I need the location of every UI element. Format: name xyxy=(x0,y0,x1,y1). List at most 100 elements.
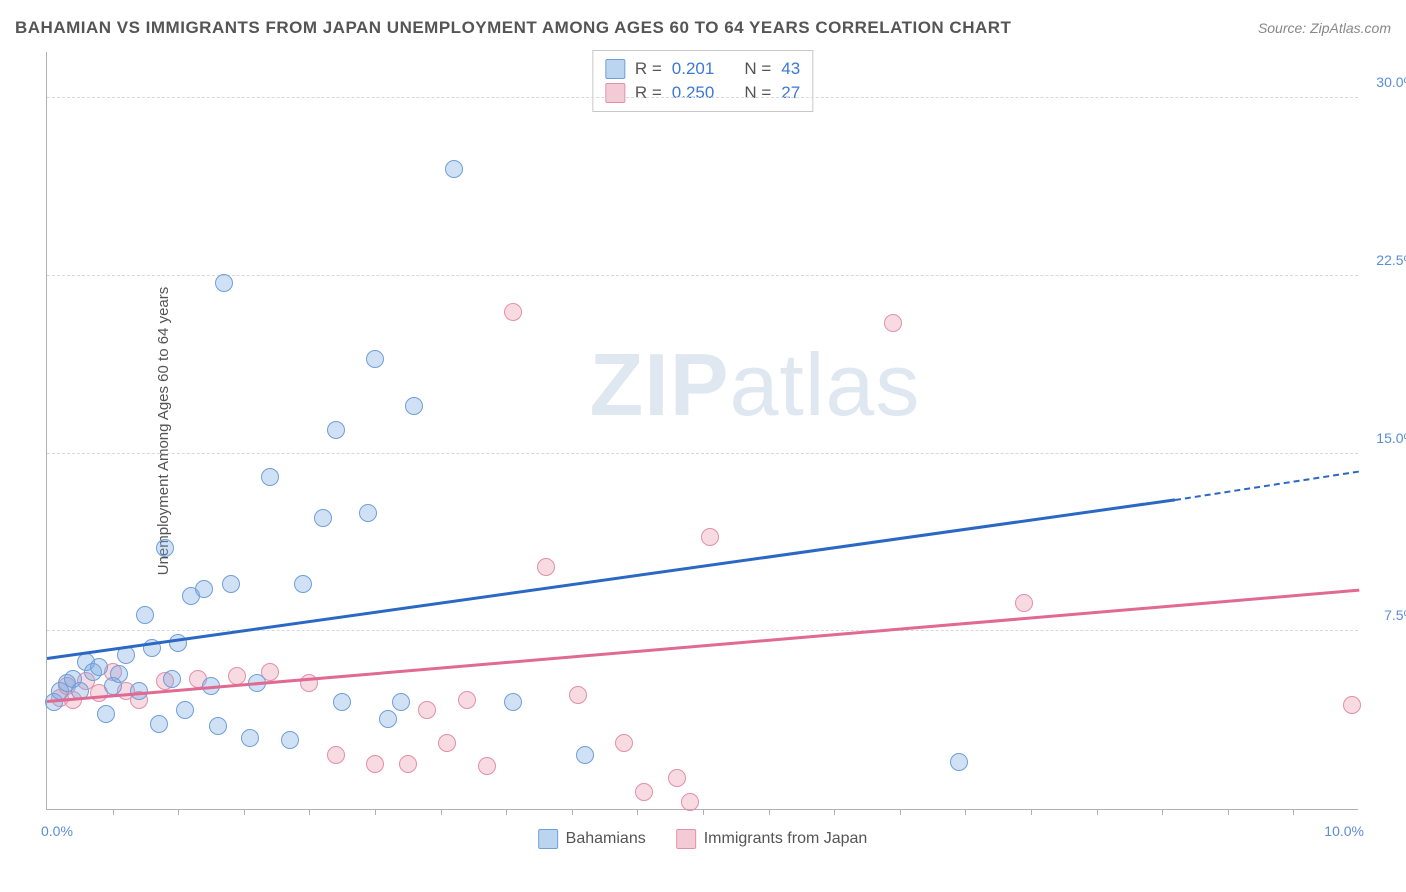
legend-item-japan: Immigrants from Japan xyxy=(676,829,868,849)
point-bahamian xyxy=(379,710,397,728)
point-japan xyxy=(884,314,902,332)
correlation-legend: R = 0.201 N = 43 R = 0.250 N = 27 xyxy=(592,50,813,112)
n-value: 43 xyxy=(781,59,800,79)
point-japan xyxy=(438,734,456,752)
x-tick xyxy=(441,809,442,815)
swatch-pink xyxy=(676,829,696,849)
y-axis-label: Unemployment Among Ages 60 to 64 years xyxy=(155,286,172,575)
point-bahamian xyxy=(504,693,522,711)
legend-row-japan: R = 0.250 N = 27 xyxy=(605,81,800,105)
x-tick xyxy=(375,809,376,815)
series-legend: Bahamians Immigrants from Japan xyxy=(538,829,868,849)
x-tick xyxy=(178,809,179,815)
swatch-pink xyxy=(605,83,625,103)
point-bahamian xyxy=(163,670,181,688)
x-tick xyxy=(965,809,966,815)
legend-row-bahamians: R = 0.201 N = 43 xyxy=(605,57,800,81)
scatter-plot: Unemployment Among Ages 60 to 64 years Z… xyxy=(46,52,1358,810)
point-bahamian xyxy=(222,575,240,593)
point-japan xyxy=(399,755,417,773)
point-bahamian xyxy=(314,509,332,527)
point-japan xyxy=(327,746,345,764)
watermark: ZIPatlas xyxy=(590,334,921,436)
point-japan xyxy=(1015,594,1033,612)
point-japan xyxy=(1343,696,1361,714)
point-bahamian xyxy=(130,682,148,700)
point-bahamian xyxy=(209,717,227,735)
point-japan xyxy=(668,769,686,787)
x-tick xyxy=(309,809,310,815)
point-bahamian xyxy=(90,658,108,676)
x-tick xyxy=(244,809,245,815)
x-tick xyxy=(1162,809,1163,815)
x-tick xyxy=(113,809,114,815)
point-bahamian xyxy=(392,693,410,711)
point-bahamian xyxy=(195,580,213,598)
title-bar: BAHAMIAN VS IMMIGRANTS FROM JAPAN UNEMPL… xyxy=(15,18,1391,38)
point-japan xyxy=(569,686,587,704)
point-bahamian xyxy=(281,731,299,749)
x-tick xyxy=(506,809,507,815)
point-japan xyxy=(418,701,436,719)
point-bahamian xyxy=(176,701,194,719)
legend-label: Bahamians xyxy=(566,830,646,848)
swatch-blue xyxy=(538,829,558,849)
point-bahamian xyxy=(576,746,594,764)
legend-item-bahamians: Bahamians xyxy=(538,829,646,849)
x-tick xyxy=(1097,809,1098,815)
gridline xyxy=(47,97,1358,98)
x-tick xyxy=(1031,809,1032,815)
x-tick xyxy=(769,809,770,815)
x-tick xyxy=(572,809,573,815)
y-tick-label: 30.0% xyxy=(1376,74,1406,90)
x-tick xyxy=(637,809,638,815)
n-label: N = xyxy=(744,83,771,103)
watermark-right: atlas xyxy=(729,335,920,434)
point-bahamian xyxy=(136,606,154,624)
point-japan xyxy=(615,734,633,752)
point-bahamian xyxy=(110,665,128,683)
n-label: N = xyxy=(744,59,771,79)
y-tick-label: 22.5% xyxy=(1376,252,1406,268)
point-bahamian xyxy=(261,468,279,486)
r-label: R = xyxy=(635,59,662,79)
point-japan xyxy=(635,783,653,801)
gridline xyxy=(47,275,1358,276)
point-bahamian xyxy=(359,504,377,522)
point-bahamian xyxy=(405,397,423,415)
point-bahamian xyxy=(366,350,384,368)
watermark-left: ZIP xyxy=(590,335,730,434)
point-japan xyxy=(478,757,496,775)
legend-label: Immigrants from Japan xyxy=(704,830,868,848)
y-tick-label: 15.0% xyxy=(1376,430,1406,446)
r-label: R = xyxy=(635,83,662,103)
n-value: 27 xyxy=(781,83,800,103)
point-bahamian xyxy=(445,160,463,178)
point-bahamian xyxy=(97,705,115,723)
point-bahamian xyxy=(950,753,968,771)
point-bahamian xyxy=(294,575,312,593)
point-japan xyxy=(504,303,522,321)
source-label: Source: ZipAtlas.com xyxy=(1258,20,1391,36)
point-japan xyxy=(458,691,476,709)
x-max-label: 10.0% xyxy=(1324,823,1364,839)
r-value: 0.250 xyxy=(672,83,715,103)
x-tick xyxy=(900,809,901,815)
trendline-japan xyxy=(47,589,1359,703)
point-bahamian xyxy=(241,729,259,747)
point-japan xyxy=(701,528,719,546)
x-min-label: 0.0% xyxy=(41,823,73,839)
point-bahamian xyxy=(333,693,351,711)
x-tick xyxy=(834,809,835,815)
point-japan xyxy=(537,558,555,576)
x-tick xyxy=(703,809,704,815)
swatch-blue xyxy=(605,59,625,79)
point-bahamian xyxy=(327,421,345,439)
x-tick xyxy=(1228,809,1229,815)
r-value: 0.201 xyxy=(672,59,715,79)
point-japan xyxy=(681,793,699,811)
point-bahamian xyxy=(156,539,174,557)
point-japan xyxy=(366,755,384,773)
point-bahamian xyxy=(215,274,233,292)
y-tick-label: 7.5% xyxy=(1384,607,1406,623)
